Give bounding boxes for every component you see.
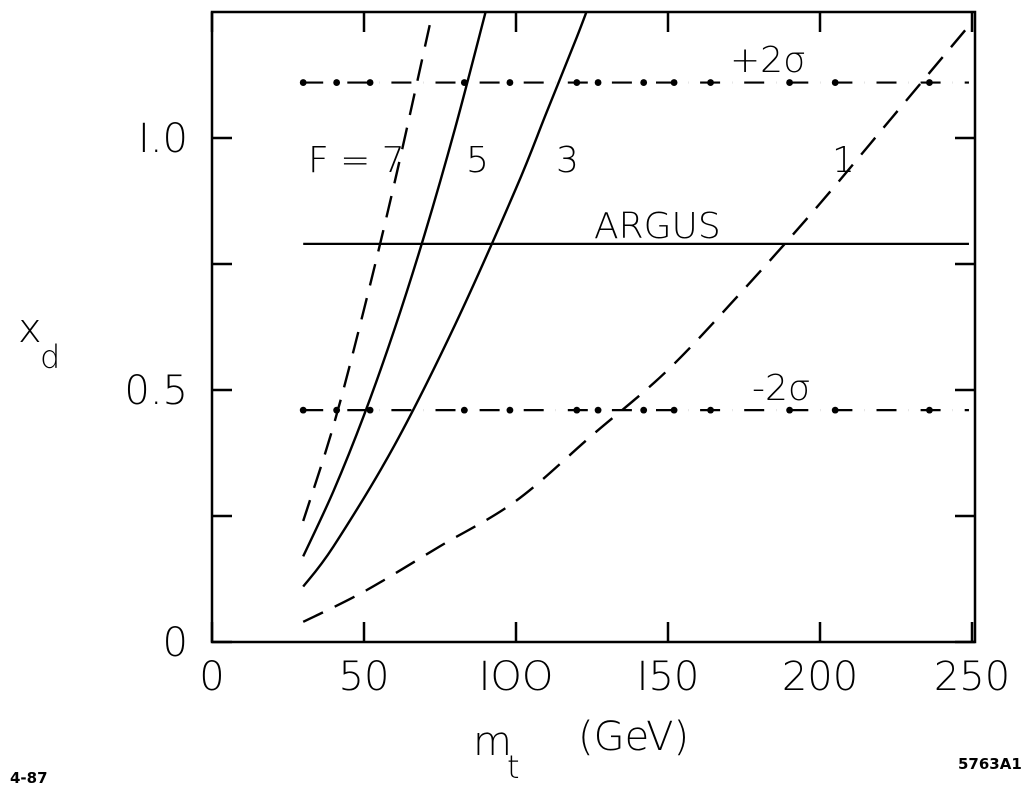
x-axis-unit: (GeV) [578, 714, 689, 760]
x-axis-title-subscript: t [507, 748, 520, 786]
x-tick-label: 200 [782, 654, 858, 700]
reference-line-dot [333, 79, 341, 86]
x-tick-label: 50 [339, 654, 390, 700]
y-tick-label: I.0 [138, 116, 188, 162]
reference-line-dot [670, 406, 678, 414]
series-label: 1 [832, 140, 855, 181]
x-tick-label: I50 [637, 654, 700, 700]
x-tick-label: 250 [934, 654, 1010, 700]
reference-line-dot [366, 79, 374, 86]
reference-line-dot [831, 79, 839, 86]
reference-line-dot [594, 79, 602, 86]
plot-frame [210, 10, 977, 644]
reference-line-dot [299, 406, 307, 414]
x-axis-title: m [473, 719, 512, 765]
reference-line-dot [573, 79, 581, 86]
series-line [302, 12, 434, 522]
series-line [302, 12, 487, 557]
reference-line-dot [573, 406, 581, 414]
reference-line-dot [786, 406, 793, 414]
y-tick-label: 0 [163, 620, 188, 666]
y-tick-label: 0.5 [124, 368, 188, 414]
reference-line-dot [926, 79, 933, 86]
x-tick-label: IOO [479, 654, 554, 700]
chart-labels: F = 7 5 3 1 +2σ ARGUS -2σ [308, 40, 855, 409]
reference-line-dot [594, 406, 602, 414]
reference-line-dot [506, 406, 514, 414]
y-axis-title: x [18, 306, 42, 352]
reference-line-dot [366, 406, 374, 414]
reference-line-dot [786, 79, 793, 86]
reference-lines [299, 79, 969, 414]
series-line [302, 21, 973, 623]
reference-line-label: ARGUS [594, 206, 721, 247]
reference-line-dot [460, 406, 468, 414]
figure-id-note: 5763A1 [958, 755, 1022, 773]
y-axis-title-subscript: d [40, 338, 60, 376]
reference-line-dot [640, 406, 648, 414]
series-label: 5 [466, 140, 489, 181]
reference-line-dot [926, 406, 933, 414]
reference-line-dot [299, 79, 307, 86]
reference-line-dot [506, 79, 514, 86]
reference-line-dot [707, 406, 714, 414]
figure-date-note: 4-87 [10, 769, 48, 787]
series-label: 3 [556, 140, 579, 181]
reference-line-label: +2σ [730, 40, 806, 81]
x-tick-label: 0 [199, 654, 224, 700]
reference-line-label: -2σ [752, 368, 811, 409]
series-line [302, 12, 588, 588]
reference-line-dot [670, 79, 678, 86]
axis-ticks: 0 50 IOO I50 200 250 0 0.5 I.0 [124, 12, 1010, 700]
reference-line-dot [831, 406, 839, 414]
reference-line-dot [707, 79, 714, 86]
series-curves [302, 12, 973, 623]
series-label: F = 7 [308, 140, 405, 181]
reference-line-dot [640, 79, 648, 86]
